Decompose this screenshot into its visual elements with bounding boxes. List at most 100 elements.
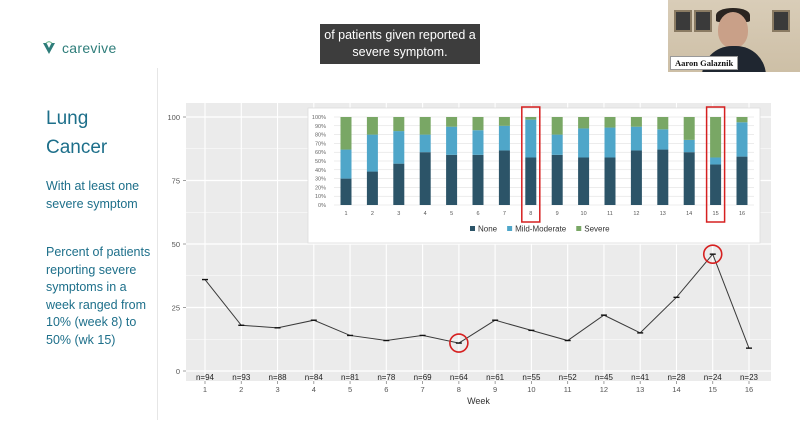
inset-x-tick-label: 3	[397, 211, 400, 217]
x-tick-label: 15	[709, 385, 717, 394]
n-count-label: n=28	[667, 373, 686, 382]
inset-x-tick-label: 6	[476, 211, 479, 217]
slide-title: Lung Cancer	[46, 108, 108, 158]
legend-swatch	[507, 226, 513, 231]
y-tick-label: 25	[172, 304, 180, 313]
video-caption: of patients given reported a severe symp…	[320, 24, 480, 64]
stacked-bar-segment	[446, 117, 458, 127]
stacked-bar-segment	[736, 117, 748, 123]
n-count-label: n=41	[631, 373, 650, 382]
stacked-bar-segment	[551, 154, 563, 205]
highlight-circle	[449, 333, 469, 353]
stacked-bar-segment	[472, 154, 484, 205]
inset-y-tick-label: 40%	[315, 168, 326, 174]
x-tick-label: 9	[493, 385, 497, 394]
inset-x-tick-label: 4	[424, 211, 427, 217]
y-tick-label: 100	[167, 113, 180, 122]
inset-x-tick-label: 12	[633, 211, 639, 217]
inset-y-tick-label: 50%	[315, 159, 326, 165]
n-count-label: n=64	[450, 373, 469, 382]
speaker-name-tag: Aaron Galaznik	[670, 56, 739, 70]
stacked-bar-segment	[498, 117, 510, 126]
stacked-bar-segment	[630, 117, 642, 127]
stacked-bar-segment	[340, 117, 352, 150]
stacked-bar-segment	[736, 122, 748, 157]
x-tick-label: 8	[457, 385, 461, 394]
stacked-bar-segment	[366, 134, 378, 172]
n-count-label: n=23	[740, 373, 759, 382]
inset-x-tick-label: 11	[607, 211, 613, 217]
wall-frame	[694, 10, 712, 32]
stacked-bar-segment	[630, 150, 642, 205]
stacked-bar-segment	[657, 129, 669, 150]
stacked-bar-segment	[340, 149, 352, 179]
stacked-bar-segment	[525, 119, 537, 158]
x-tick-label: 13	[636, 385, 644, 394]
inset-x-tick-label: 14	[686, 211, 692, 217]
y-tick-label: 50	[172, 240, 180, 249]
stacked-bar-segment	[604, 157, 616, 205]
n-count-label: n=93	[232, 373, 251, 382]
n-count-label: n=69	[414, 373, 433, 382]
inset-y-tick-label: 80%	[315, 133, 326, 139]
stacked-bar-segment	[683, 152, 695, 205]
n-count-label: n=84	[305, 373, 324, 382]
speaker-face	[718, 12, 748, 48]
n-count-label: n=61	[486, 373, 505, 382]
series-line	[204, 253, 750, 349]
x-tick-label: 12	[600, 385, 608, 394]
carevive-logo-icon	[43, 41, 55, 54]
stacked-bar-segment	[657, 117, 669, 130]
legend-swatch	[576, 226, 582, 231]
inset-x-tick-label: 9	[556, 211, 559, 217]
stacked-bar-segment	[578, 117, 590, 129]
sidebar-divider	[157, 68, 158, 420]
stacked-bar-segment	[366, 171, 378, 205]
y-tick-label: 75	[172, 177, 180, 186]
stacked-bar-segment	[604, 117, 616, 128]
n-count-label: n=24	[704, 373, 723, 382]
wall-frame	[674, 10, 692, 32]
inset-y-tick-label: 10%	[315, 194, 326, 200]
inset-y-tick-label: 90%	[315, 124, 326, 130]
stacked-bar-segment	[736, 156, 748, 205]
inset-y-tick-label: 20%	[315, 185, 326, 191]
stacked-bar-segment	[683, 117, 695, 140]
stacked-bar-segment	[525, 157, 537, 205]
n-count-label: n=52	[559, 373, 578, 382]
x-tick-label: 5	[348, 385, 352, 394]
x-tick-label: 7	[421, 385, 425, 394]
x-tick-label: 10	[527, 385, 535, 394]
stacked-bar-segment	[604, 127, 616, 158]
inset-y-tick-label: 30%	[315, 177, 326, 183]
n-count-label: n=94	[196, 373, 215, 382]
wall-frame	[772, 10, 790, 32]
inset-y-tick-label: 70%	[315, 141, 326, 147]
n-count-label: n=88	[269, 373, 288, 382]
x-tick-label: 1	[203, 385, 207, 394]
x-tick-label: 2	[239, 385, 243, 394]
stacked-bar-segment	[446, 126, 458, 155]
inset-x-tick-label: 5	[450, 211, 453, 217]
speaker-video[interactable]: Aaron Galaznik	[668, 0, 800, 72]
inset-y-tick-label: 100%	[312, 115, 326, 121]
x-tick-label: 3	[275, 385, 279, 394]
stacked-bar-segment	[393, 163, 405, 205]
legend-swatch	[470, 226, 475, 231]
stacked-bar-segment	[551, 117, 563, 135]
stacked-bar-segment	[498, 125, 510, 151]
x-axis-title: Week	[467, 396, 490, 406]
x-tick-label: 11	[564, 385, 572, 394]
inset-x-tick-label: 15	[713, 211, 719, 217]
stacked-bar-segment	[498, 150, 510, 205]
inset-x-tick-label: 8	[529, 211, 532, 217]
stacked-bar-segment	[551, 134, 563, 155]
highlight-box	[521, 106, 541, 223]
x-tick-label: 14	[672, 385, 680, 394]
inset-x-tick-label: 13	[660, 211, 666, 217]
stacked-bar-segment	[393, 131, 405, 164]
x-tick-label: 4	[312, 385, 316, 394]
inset-x-tick-label: 2	[371, 211, 374, 217]
inset-x-tick-label: 10	[581, 211, 587, 217]
